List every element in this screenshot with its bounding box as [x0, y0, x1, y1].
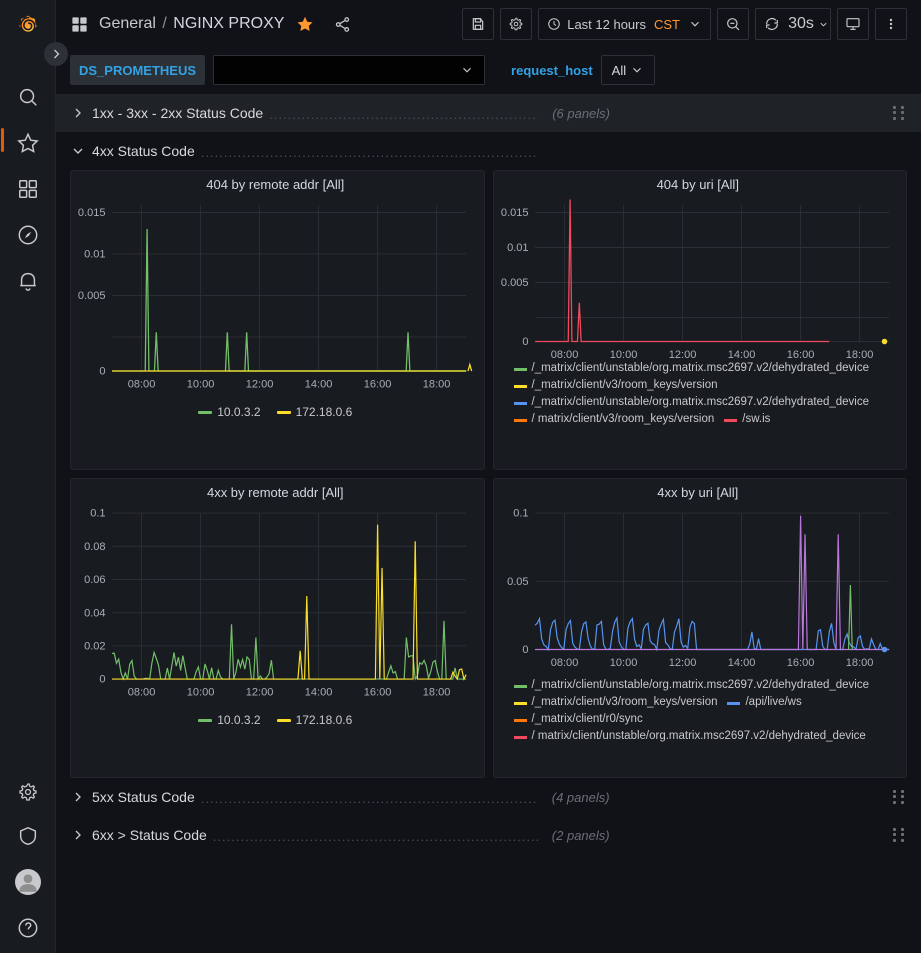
svg-text:08:00: 08:00 — [550, 657, 578, 669]
svg-text:10:00: 10:00 — [609, 349, 637, 360]
svg-text:0.01: 0.01 — [507, 242, 529, 254]
svg-text:10:00: 10:00 — [187, 379, 215, 391]
svg-text:08:00: 08:00 — [128, 379, 156, 391]
svg-text:0: 0 — [99, 674, 105, 686]
svg-text:0: 0 — [99, 366, 105, 378]
svg-text:10:00: 10:00 — [187, 687, 215, 699]
svg-text:18:00: 18:00 — [845, 657, 873, 669]
svg-text:14:00: 14:00 — [305, 687, 333, 699]
svg-text:0: 0 — [522, 644, 528, 656]
svg-text:12:00: 12:00 — [668, 349, 696, 360]
svg-text:12:00: 12:00 — [246, 687, 274, 699]
svg-text:0.015: 0.015 — [500, 207, 528, 219]
svg-text:18:00: 18:00 — [423, 687, 451, 699]
svg-text:0.1: 0.1 — [513, 508, 528, 520]
svg-text:0.005: 0.005 — [500, 277, 528, 289]
svg-text:08:00: 08:00 — [128, 687, 156, 699]
svg-text:10:00: 10:00 — [609, 657, 637, 669]
svg-text:18:00: 18:00 — [423, 379, 451, 391]
svg-text:12:00: 12:00 — [246, 379, 274, 391]
svg-text:0: 0 — [522, 336, 528, 348]
svg-text:18:00: 18:00 — [845, 349, 873, 360]
svg-text:16:00: 16:00 — [364, 687, 392, 699]
svg-text:16:00: 16:00 — [364, 379, 392, 391]
svg-text:0.015: 0.015 — [78, 207, 106, 219]
svg-text:0.04: 0.04 — [84, 607, 106, 619]
svg-text:0.08: 0.08 — [84, 541, 106, 553]
svg-text:0.05: 0.05 — [507, 576, 529, 588]
svg-text:14:00: 14:00 — [727, 657, 755, 669]
svg-text:12:00: 12:00 — [668, 657, 696, 669]
svg-text:0.005: 0.005 — [78, 290, 106, 302]
svg-text:0.1: 0.1 — [90, 508, 105, 520]
svg-text:08:00: 08:00 — [550, 349, 578, 360]
svg-text:0.02: 0.02 — [84, 641, 106, 653]
svg-text:16:00: 16:00 — [786, 349, 814, 360]
svg-text:14:00: 14:00 — [305, 379, 333, 391]
svg-text:0.06: 0.06 — [84, 574, 106, 586]
svg-text:14:00: 14:00 — [727, 349, 755, 360]
svg-text:0.01: 0.01 — [84, 249, 106, 261]
svg-text:16:00: 16:00 — [786, 657, 814, 669]
